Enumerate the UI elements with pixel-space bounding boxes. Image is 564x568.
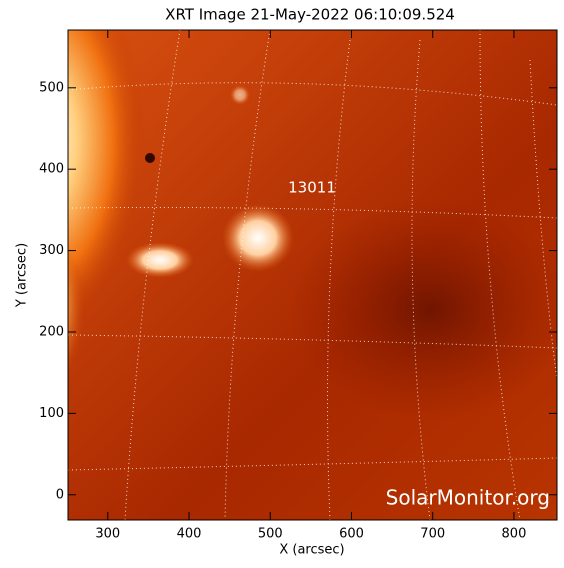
x-axis-label: X (arcsec) xyxy=(279,543,344,558)
annotation: 13011 xyxy=(288,179,336,197)
y-tick-label: 500 xyxy=(39,80,64,95)
plot-frame xyxy=(67,29,558,521)
x-tick-label: 700 xyxy=(420,527,445,542)
solar-image: 13011 SolarMonitor.org xyxy=(68,30,557,520)
y-tick-label: 200 xyxy=(39,324,64,339)
y-tick-label: 400 xyxy=(39,162,64,177)
chart-title: XRT Image 21-May-2022 06:10:09.524 xyxy=(165,6,455,24)
x-tick-label: 800 xyxy=(502,527,527,542)
y-tick-label: 0 xyxy=(56,487,64,502)
x-tick-label: 300 xyxy=(95,527,120,542)
watermark: SolarMonitor.org xyxy=(386,486,550,510)
x-tick-label: 600 xyxy=(339,527,364,542)
x-tick-label: 500 xyxy=(258,527,283,542)
y-tick-label: 300 xyxy=(39,243,64,258)
y-axis-label: Y (arcsec) xyxy=(15,243,30,308)
x-tick-label: 400 xyxy=(177,527,202,542)
y-tick-label: 100 xyxy=(39,406,64,421)
